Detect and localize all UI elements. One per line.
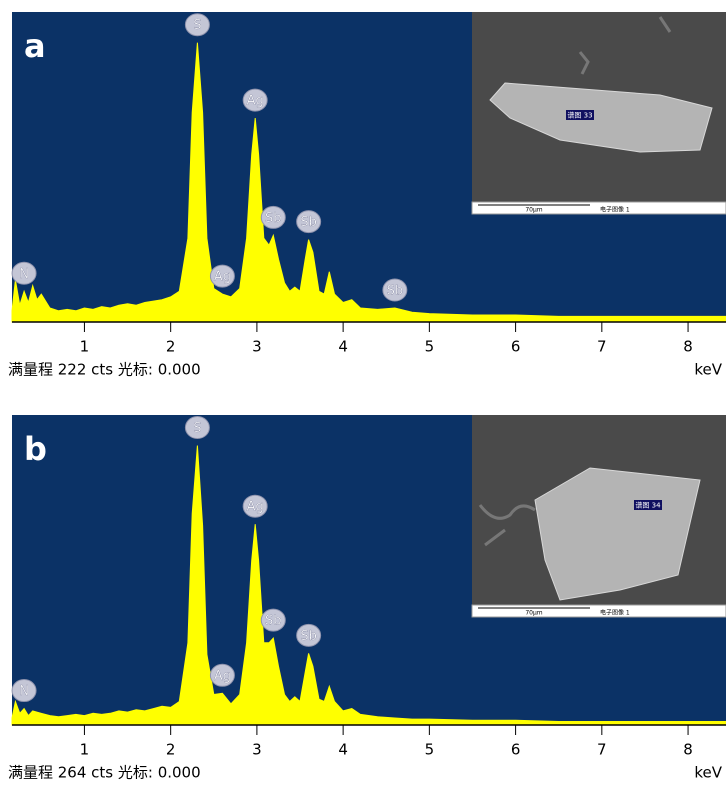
spectrum: [11, 445, 726, 726]
peak-bubble: [11, 261, 37, 285]
panel-label: a: [24, 27, 46, 65]
inset-label-box: [566, 110, 594, 120]
peak-bubble: [260, 608, 286, 632]
peak-label: Sb: [300, 215, 317, 230]
peak-label: Ag: [247, 500, 264, 515]
inset-spectrum-label: 谱图 33: [567, 111, 592, 120]
x-tick-label: 1: [80, 741, 90, 759]
peak-bubble: [296, 210, 322, 234]
inset-image-label: 电子图像 1: [600, 206, 630, 214]
peak-bubble: [209, 663, 235, 687]
x-tick-label: 7: [597, 338, 607, 356]
peak-label: Sb: [265, 614, 282, 629]
peak-label: Ag: [214, 270, 231, 285]
peak-label: Ag: [214, 669, 231, 684]
x-tick-label: 2: [166, 338, 176, 356]
x-tick-label: 6: [511, 338, 521, 356]
x-tick-label: 2: [166, 741, 176, 759]
inset-texture: [578, 16, 672, 75]
x-unit: keV: [694, 361, 722, 379]
inset-scale-strip: [471, 604, 726, 618]
x-tick-label: 8: [683, 338, 693, 356]
panel: 1 2 3 4 5 6 7 8 满量程 264 cts 光标: 0.000 keV N S Ag Ag Sb…: [8, 415, 726, 782]
peak-label: N: [19, 267, 29, 282]
x-tick-label: 1: [80, 338, 90, 356]
peak-bubble: [242, 494, 268, 518]
x-tick-label: 3: [252, 741, 262, 759]
peak-label: S: [193, 18, 201, 33]
inset-scale-label: 70μm: [525, 207, 542, 214]
x-tick-label: 6: [511, 741, 521, 759]
peak-bubble: [209, 264, 235, 288]
inset-texture: [478, 504, 536, 547]
peak-bubble: [382, 278, 408, 302]
inset-image-label: 电子图像 1: [600, 609, 630, 617]
x-tick-label: 5: [425, 338, 435, 356]
peak-label: Sb: [265, 211, 282, 226]
x-tick-label: 3: [252, 338, 262, 356]
spectrum: [11, 42, 726, 323]
footer: 满量程 264 cts 光标: 0.000: [8, 764, 201, 782]
inset-scale-label: 70μm: [525, 610, 542, 617]
peak-bubble: [184, 13, 210, 37]
peak-label: Sb: [300, 629, 317, 644]
x-tick-label: 4: [338, 741, 348, 759]
peak-bubble: [184, 416, 210, 440]
x-tick-label: 8: [683, 741, 693, 759]
inset-crystal: [489, 82, 713, 153]
x-unit: keV: [694, 764, 722, 782]
peak-bubble: [11, 679, 37, 703]
inset-spectrum-label: 谱图 34: [635, 501, 661, 510]
x-tick-label: 4: [338, 338, 348, 356]
peak-label: Sb: [387, 284, 404, 299]
peak-label: Ag: [247, 94, 264, 109]
peak-label: S: [193, 421, 201, 436]
inset-label-box: [634, 500, 662, 510]
x-tick-label: 7: [597, 741, 607, 759]
inset-scale-strip: [471, 201, 726, 215]
peak-bubble: [260, 205, 286, 229]
peak-bubble: [242, 88, 268, 112]
footer: 满量程 222 cts 光标: 0.000: [8, 361, 201, 379]
x-tick-label: 5: [425, 741, 435, 759]
peak-bubble: [296, 623, 322, 647]
panel: 1 2 3 4 5 6 7 8 满量程 222 cts 光标: 0.000 keV N S Ag Ag Sb…: [8, 12, 726, 379]
peak-label: N: [19, 684, 29, 699]
panel-label: b: [24, 430, 47, 468]
